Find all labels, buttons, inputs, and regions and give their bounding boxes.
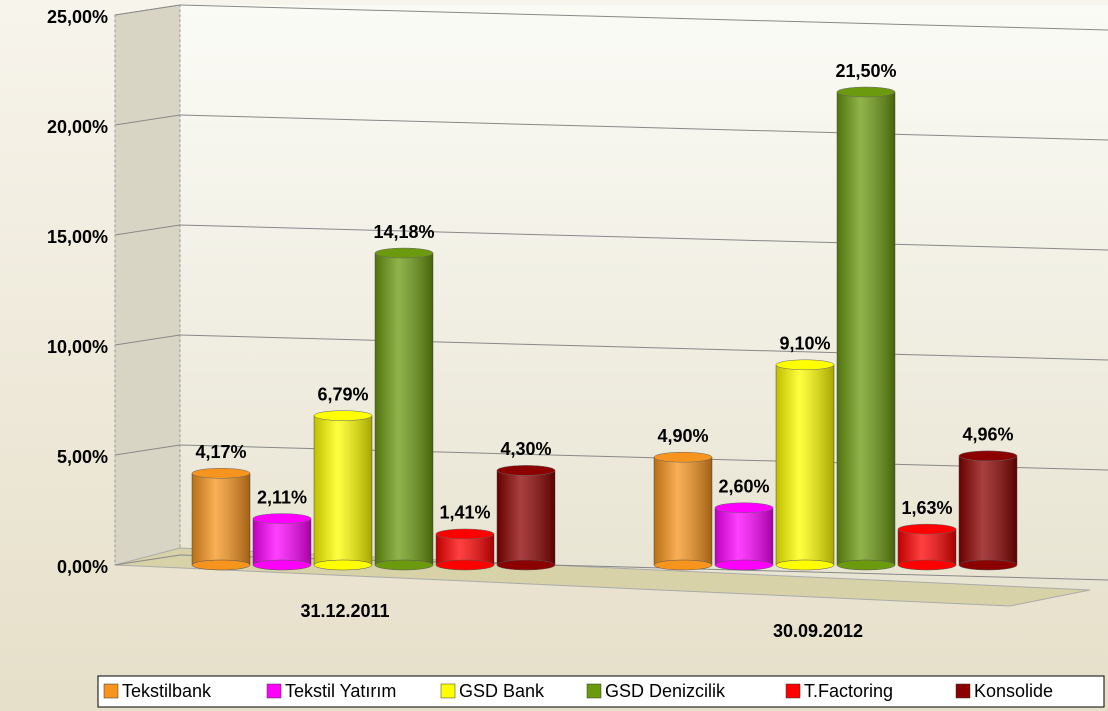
bar-shade (314, 415, 372, 565)
y-tick-label: 10,00% (47, 337, 108, 357)
value-label: 6,79% (317, 384, 368, 404)
grid-line (114, 554, 181, 566)
y-tick-label: 5,00% (57, 447, 108, 467)
value-label: 2,11% (257, 487, 307, 507)
value-label: 4,90% (657, 426, 708, 446)
bar-bottom (435, 559, 495, 571)
y-tick-label: 15,00% (47, 227, 108, 247)
value-label: 1,41% (439, 503, 490, 523)
y-tick-label: 25,00% (47, 7, 108, 27)
bar-bottom (374, 559, 434, 571)
x-tick-label: 30.09.2012 (773, 621, 863, 641)
bar-top (836, 86, 896, 98)
bar-bottom (836, 559, 896, 571)
bar-top (775, 359, 835, 371)
value-label: 4,17% (195, 442, 246, 462)
y-tick-label: 0,00% (57, 557, 108, 577)
legend-label: T.Factoring (804, 681, 893, 701)
legend-label: GSD Denizcilik (605, 681, 726, 701)
bar-bottom (313, 559, 373, 571)
legend-label: Konsolide (974, 681, 1053, 701)
grid-line (114, 334, 181, 346)
grid-line (179, 4, 1108, 31)
value-label: 1,63% (901, 498, 952, 518)
bar-bottom (714, 559, 774, 571)
bar-shade (715, 507, 773, 565)
bar-bottom (958, 559, 1018, 571)
side-wall (114, 4, 181, 566)
bar-top (252, 513, 312, 524)
bar-top (653, 451, 713, 463)
legend-label: GSD Bank (459, 681, 545, 701)
grid-line (114, 224, 181, 236)
bar-shade (776, 364, 834, 565)
bar-top (714, 502, 774, 514)
legend-swatch (586, 683, 602, 699)
bar-top (374, 247, 434, 259)
value-label: 2,60% (718, 477, 769, 497)
grid-line (114, 114, 181, 126)
bar-bottom (897, 559, 957, 571)
grid-line (179, 224, 1108, 251)
bar-shade (192, 473, 250, 565)
legend-swatch (440, 683, 456, 699)
bar-shade (253, 518, 311, 565)
value-label: 14,18% (373, 222, 434, 242)
value-label: 9,10% (779, 334, 830, 354)
bar-bottom (496, 559, 556, 571)
bar-shade (898, 529, 956, 565)
bar-shade (375, 253, 433, 566)
bar-bottom (191, 559, 251, 571)
legend-swatch (785, 683, 801, 699)
bar-top (897, 523, 957, 535)
legend-swatch (955, 683, 971, 699)
bar-bottom (653, 559, 713, 571)
legend-swatch (266, 683, 282, 699)
value-label: 4,96% (962, 425, 1013, 445)
bar-top (313, 410, 373, 421)
legend-label: Tekstilbank (122, 681, 212, 701)
value-label: 21,50% (835, 61, 896, 81)
grid-line (114, 444, 181, 456)
bar-top (496, 465, 556, 476)
bar-shade (959, 455, 1017, 565)
bar-shade (654, 457, 712, 565)
bar-shade (837, 92, 895, 565)
bar-top (191, 468, 251, 479)
value-label: 4,30% (500, 439, 551, 459)
bar-top (958, 450, 1018, 462)
y-tick-label: 20,00% (47, 117, 108, 137)
bar-shade (497, 470, 555, 565)
bar-bottom (775, 559, 835, 571)
grid-line (114, 4, 181, 16)
legend-swatch (103, 683, 119, 699)
legend-label: Tekstil Yatırım (285, 681, 396, 701)
bar-top (435, 528, 495, 540)
grid-line (179, 114, 1108, 141)
grid-line (179, 334, 1108, 361)
bar-bottom (252, 559, 312, 571)
x-tick-label: 31.12.2011 (300, 601, 389, 621)
